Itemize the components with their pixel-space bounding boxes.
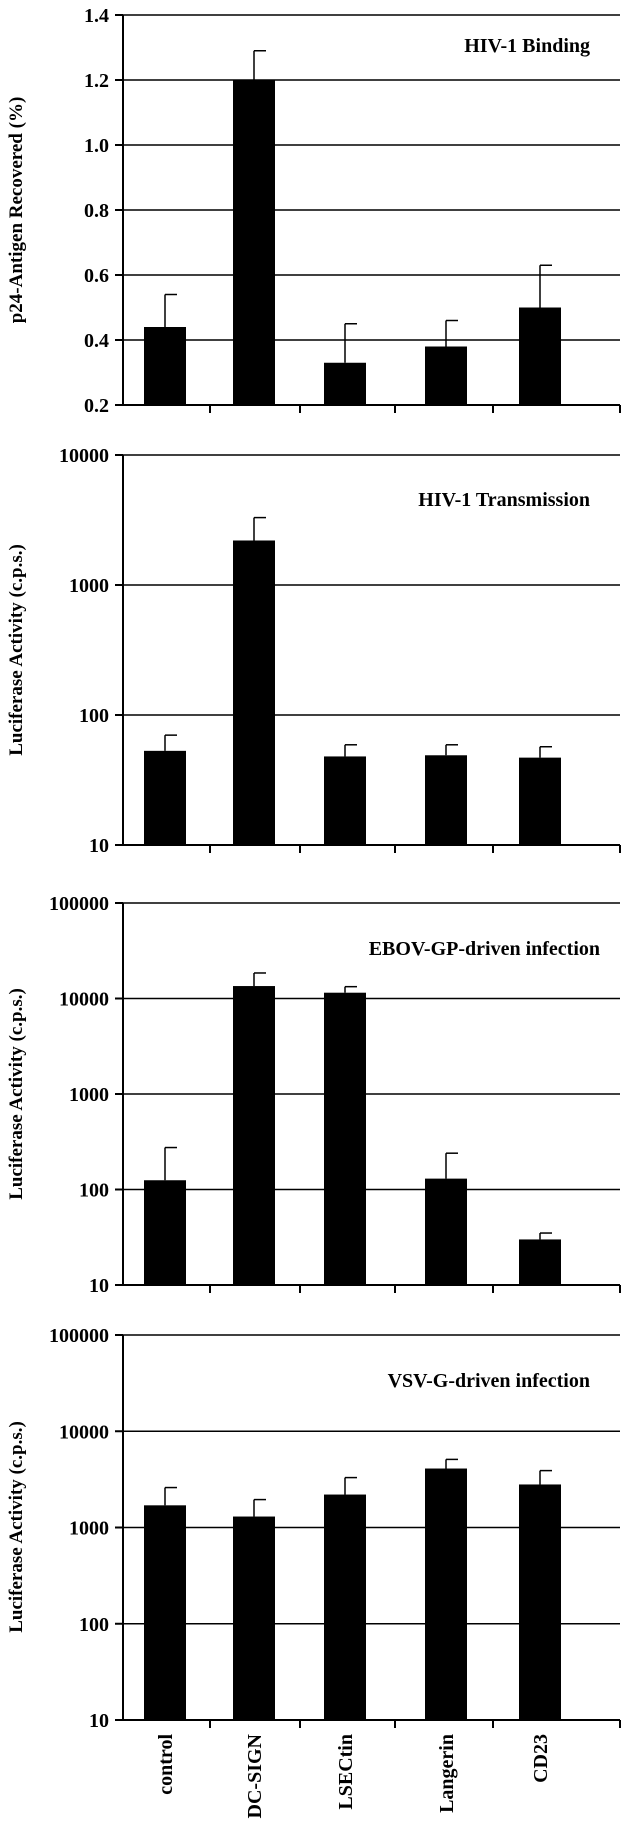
y-tick-label: 1000: [69, 1518, 109, 1540]
chart-title: HIV-1 Binding: [464, 35, 590, 57]
y-tick-label: 0.4: [84, 330, 109, 352]
y-axis-label: Luciferase Activity (c.p.s.): [6, 988, 27, 1200]
bar-control: [144, 327, 186, 405]
y-tick-label: 10: [89, 1710, 109, 1732]
category-label-lsectin: LSECtin: [335, 1734, 357, 1810]
category-label-dc-sign: DC-SIGN: [244, 1733, 266, 1818]
panel-4: 10 100 1000 10000 100000 VSV-G-driven infecti…: [6, 1325, 621, 1732]
y-tick-label: 100: [79, 1614, 109, 1636]
chart-title: HIV-1 Transmission: [418, 489, 590, 511]
chart-title: VSV-G-driven infection: [388, 1370, 590, 1392]
panel-1: 0.2 0.4 0.6 0.8 1.0 1.2 1.4 HIV-1 Binding p24-An…: [6, 5, 621, 417]
bar-lsectin: [324, 756, 366, 845]
y-tick-label: 100000: [49, 893, 109, 915]
bar-langerin: [425, 1468, 467, 1720]
y-tick-label: 1000: [69, 575, 109, 597]
y-axis-label: Luciferase Activity (c.p.s.): [6, 544, 27, 756]
bar-langerin: [425, 1178, 467, 1285]
y-axis-label: Luciferase Activity (c.p.s.): [6, 1421, 27, 1633]
bar-lsectin: [324, 1494, 366, 1720]
bar-dc-sign: [233, 80, 275, 405]
bar-cd23: [519, 307, 561, 405]
y-tick-label: 1.2: [84, 70, 109, 92]
y-tick-label: 10000: [59, 445, 109, 467]
y-tick-label: 100000: [49, 1325, 109, 1347]
category-label-cd23: CD23: [530, 1734, 552, 1783]
y-tick-label: 10000: [59, 1421, 109, 1443]
category-label-control: control: [155, 1734, 177, 1795]
bar-control: [144, 1505, 186, 1720]
y-tick-label: 1.4: [84, 5, 109, 27]
y-tick-label: 100: [79, 1180, 109, 1202]
bar-control: [144, 1180, 186, 1285]
chart-title: EBOV-GP-driven infection: [369, 938, 600, 960]
y-tick-label: 1.0: [84, 135, 109, 157]
y-tick-label: 0.2: [84, 395, 109, 417]
y-tick-label: 0.8: [84, 200, 109, 222]
y-tick-label: 1000: [69, 1084, 109, 1106]
bar-dc-sign: [233, 1516, 275, 1720]
y-tick-label: 0.6: [84, 265, 109, 287]
bar-dc-sign: [233, 986, 275, 1285]
bar-dc-sign: [233, 540, 275, 845]
category-label-langerin: Langerin: [436, 1734, 458, 1813]
y-tick-label: 10000: [59, 989, 109, 1011]
y-tick-label: 10: [89, 1275, 109, 1297]
bar-cd23: [519, 757, 561, 845]
bar-langerin: [425, 755, 467, 845]
bar-lsectin: [324, 992, 366, 1285]
panel-2: 10 100 1000 10000 HIV-1 Transmission Lucifera…: [6, 445, 621, 857]
bar-cd23: [519, 1239, 561, 1285]
y-tick-label: 10: [89, 835, 109, 857]
bar-langerin: [425, 346, 467, 405]
y-axis-label: p24-Antigen Recovered (%): [6, 97, 27, 324]
panel-3: 10 100 1000 10000 100000 EBOV-GP-driven infec…: [6, 893, 621, 1297]
bar-cd23: [519, 1484, 561, 1720]
y-tick-label: 100: [79, 705, 109, 727]
bar-control: [144, 750, 186, 845]
bar-lsectin: [324, 362, 366, 405]
